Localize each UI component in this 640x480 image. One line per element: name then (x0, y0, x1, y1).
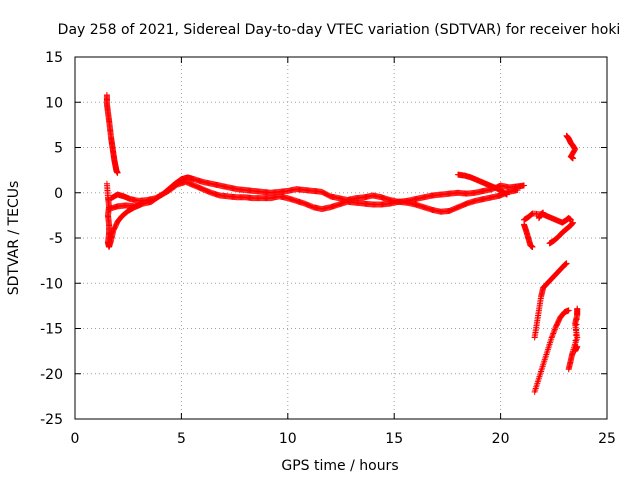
x-tick-labels: 0 5 10 15 20 25 (71, 431, 616, 447)
series-group (103, 92, 121, 176)
x-tick-label: 0 (71, 431, 80, 447)
data-point (550, 329, 557, 336)
data-point (569, 155, 576, 162)
y-tick-labels: -25 -20 -15 -10 -5 0 5 10 15 (40, 50, 63, 428)
series-group (103, 180, 144, 251)
series-group (521, 221, 536, 251)
data-point (550, 330, 557, 337)
data-point (565, 307, 572, 314)
series-group (546, 219, 576, 247)
y-tick-label: -5 (49, 231, 63, 247)
data-point (574, 343, 581, 350)
data-point (521, 182, 528, 189)
data-points (103, 92, 581, 395)
y-tick-label: 10 (45, 95, 63, 111)
data-point (114, 169, 121, 176)
y-tick-label: -20 (40, 367, 63, 383)
x-tick-label: 5 (177, 431, 186, 447)
data-point (540, 209, 547, 216)
x-tick-label: 20 (492, 431, 510, 447)
x-tick-label: 10 (279, 431, 297, 447)
y-tick-label: 5 (54, 141, 63, 157)
data-point (549, 333, 556, 340)
series-group (106, 178, 521, 215)
x-tick-label: 25 (598, 431, 616, 447)
y-tick-label: -10 (40, 276, 63, 292)
series-group (535, 209, 547, 222)
data-point (572, 337, 579, 344)
data-point (573, 310, 580, 317)
data-point (573, 326, 580, 333)
data-point (563, 260, 570, 267)
data-point (572, 332, 579, 339)
chart-title: Day 258 of 2021, Sidereal Day-to-day VTE… (58, 22, 621, 38)
series-group (531, 307, 572, 395)
series-group (455, 171, 510, 198)
data-point (529, 244, 536, 251)
series-group (531, 260, 570, 341)
data-point (573, 316, 580, 323)
data-point (514, 187, 521, 194)
data-point (551, 327, 558, 334)
data-point (548, 334, 555, 341)
data-point (549, 331, 556, 338)
y-tick-label: 15 (45, 50, 63, 66)
axis-ticks (74, 56, 608, 420)
data-point (551, 326, 558, 333)
series-group (563, 132, 579, 162)
series-group (521, 210, 574, 226)
x-tick-label: 15 (385, 431, 403, 447)
y-tick-label: -15 (40, 322, 63, 338)
y-tick-label: -25 (40, 412, 63, 428)
data-point (574, 305, 581, 312)
x-axis-label: GPS time / hours (281, 458, 398, 474)
y-axis-label: SDTVAR / TECUs (6, 181, 22, 296)
data-point (569, 219, 576, 226)
data-point (573, 321, 580, 328)
series-group (565, 305, 581, 373)
y-tick-label: 0 (54, 186, 63, 202)
data-point (503, 191, 510, 198)
